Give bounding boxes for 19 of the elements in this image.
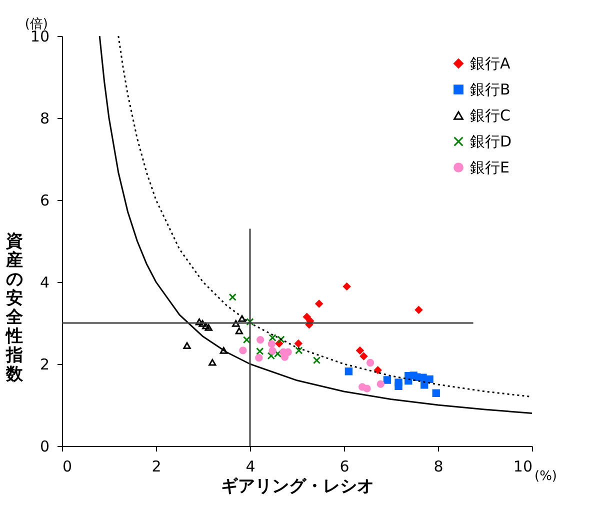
x-tick-label: 8 [434,458,444,476]
y-tick-label: 6 [40,192,50,210]
x-tick-label: 0 [62,458,72,476]
x-tick-label: 4 [246,458,256,476]
y-tick-label: 2 [40,356,50,374]
legend-label: 銀行D [470,132,512,150]
x-tick-label: 6 [340,458,350,476]
legend-label: 銀行C [470,106,510,124]
y-axis-title: 資産の安全性指数 [5,232,24,384]
text: (%) [534,469,557,484]
x-tick-label: 2 [152,458,162,476]
x-axis-title: ギアリング・レシオ [221,476,374,496]
y-tick-label: 0 [40,438,50,456]
y-tick-label: 4 [40,274,50,292]
x-tick-label: 10 [513,458,532,476]
legend-label: 銀行E [470,158,510,176]
y-tick-label: 8 [40,110,50,128]
legend-label: 銀行B [470,80,510,98]
legend-label: 銀行A [470,54,511,72]
